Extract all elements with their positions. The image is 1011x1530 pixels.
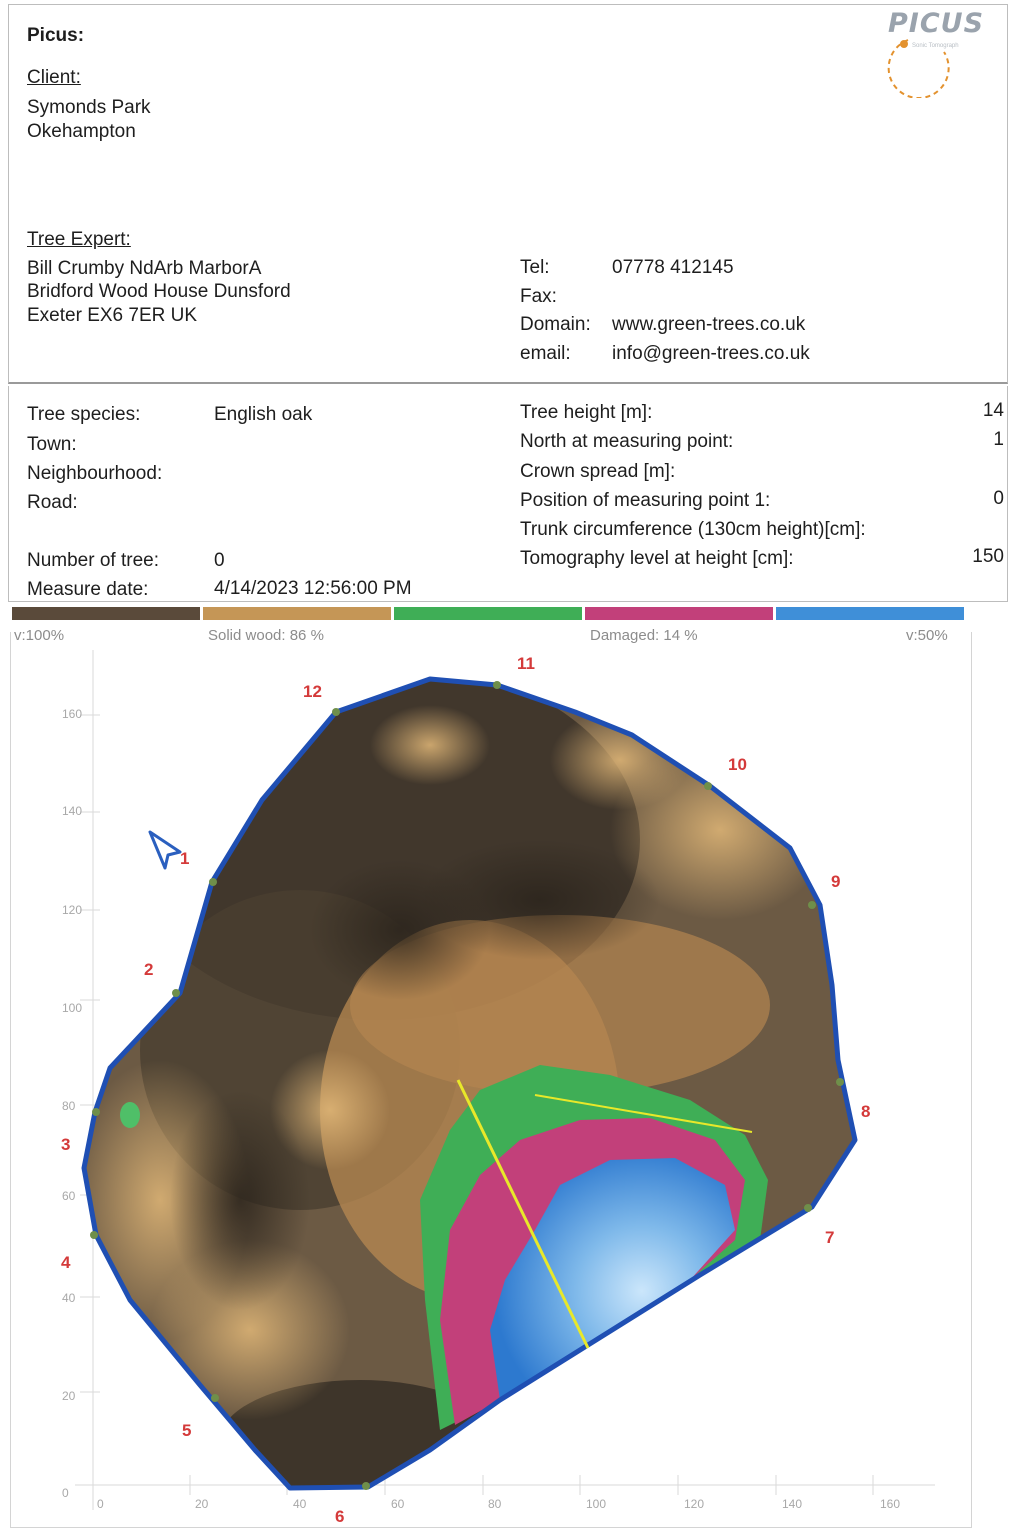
scale-right-label: v:50% [906, 627, 948, 644]
north-value: 1 [993, 429, 1004, 450]
measuring-point-label: 10 [728, 755, 747, 774]
y-tick-label: 40 [62, 1291, 76, 1305]
client-heading: Client: [27, 67, 81, 88]
species-value: English oak [214, 404, 313, 425]
y-tick-label: 120 [62, 903, 82, 917]
tel-value: 07778 412145 [612, 257, 734, 278]
x-tick-label: 120 [684, 1497, 704, 1511]
y-tick-label: 60 [62, 1189, 76, 1203]
x-tick-label: 20 [195, 1497, 209, 1511]
x-tick-label: 80 [488, 1497, 502, 1511]
expert-heading: Tree Expert: [27, 229, 131, 250]
measuring-point-label: 2 [144, 960, 153, 979]
height-value: 14 [982, 400, 1004, 421]
tree-info-box [8, 386, 1008, 602]
scale-left-label: v:100% [14, 627, 65, 644]
position-value: 0 [993, 488, 1004, 509]
position-label: Position of measuring point 1: [520, 490, 771, 511]
x-tick-label: 60 [391, 1497, 405, 1511]
road-label: Road: [27, 492, 78, 513]
y-tick-label: 20 [62, 1389, 76, 1403]
email-value: info@green-trees.co.uk [612, 343, 810, 364]
crown-label: Crown spread [m]: [520, 461, 676, 482]
number-label: Number of tree: [27, 550, 159, 571]
logo-ring-icon [887, 39, 950, 98]
x-tick-label: 100 [586, 1497, 606, 1511]
y-tick-label: 100 [62, 1001, 82, 1015]
y-tick-label: 0 [62, 1486, 69, 1500]
client-line-1: Symonds Park [27, 97, 151, 118]
measuring-point-label: 12 [303, 682, 322, 701]
measuring-point-label: 9 [831, 872, 840, 891]
logo-text: PICUS [888, 8, 985, 39]
header-box [8, 4, 1008, 384]
date-label: Measure date: [27, 579, 149, 600]
north-label: North at measuring point: [520, 431, 734, 452]
north-arrow-icon [148, 830, 182, 870]
number-value: 0 [214, 550, 225, 571]
tomogram: 160 140 120 100 80 60 40 20 0 0 20 40 60 80 100 120 140… [61, 650, 935, 1526]
scale-bar-damaged [585, 607, 773, 620]
scale-bar-green [394, 607, 582, 620]
tel-label: Tel: [520, 257, 550, 278]
x-tick-label: 0 [97, 1497, 104, 1511]
measure-line-2 [534, 1094, 753, 1133]
level-value: 150 [972, 546, 1004, 567]
measuring-point-label: 8 [861, 1102, 870, 1121]
expert-line-2: Bridford Wood House Dunsford [27, 281, 291, 302]
height-label: Tree height [m]: [520, 402, 653, 423]
picus-logo: PICUS Sonic Tomograph [884, 8, 1008, 98]
circumference-label: Trunk circumference (130cm height)[cm]: [520, 519, 866, 540]
measuring-point-label: 1 [180, 849, 189, 868]
neighbourhood-label: Neighbourhood: [27, 463, 163, 484]
solid-wood-label: Solid wood: 86 % [208, 627, 324, 644]
email-label: email: [520, 343, 571, 364]
x-tick-label: 40 [293, 1497, 307, 1511]
scale-bar-cavity [776, 607, 964, 620]
measuring-point-label: 7 [825, 1228, 834, 1247]
client-line-2: Okehampton [27, 121, 136, 142]
fax-label: Fax: [520, 286, 557, 307]
picus-label: Picus: [27, 25, 85, 46]
date-value: 4/14/2023 12:56:00 PM [214, 578, 412, 599]
y-tick-label: 160 [62, 707, 82, 721]
y-tick-label: 140 [62, 804, 82, 818]
scale-bar-dark [12, 607, 200, 620]
measuring-point-label: 6 [335, 1507, 344, 1526]
cavity-zone [490, 1158, 735, 1400]
measuring-point-label: 4 [61, 1253, 71, 1272]
trunk-outline [81, 676, 858, 1491]
measuring-point-label: 5 [182, 1421, 191, 1440]
scale-bar-solid [203, 607, 391, 620]
town-label: Town: [27, 434, 77, 455]
domain-label: Domain: [520, 314, 591, 335]
logo-subtitle: Sonic Tomograph [912, 43, 959, 49]
expert-line-3: Exeter EX6 7ER UK [27, 305, 198, 326]
tomogram-frame [10, 632, 972, 1528]
measure-line-1 [456, 1079, 590, 1349]
x-tick-label: 160 [880, 1497, 900, 1511]
expert-line-1: Bill Crumby NdArb MarborA [27, 258, 262, 279]
x-tick-label: 140 [782, 1497, 802, 1511]
measuring-point-label: 3 [61, 1135, 70, 1154]
damaged-label: Damaged: 14 % [590, 627, 698, 644]
level-label: Tomography level at height [cm]: [520, 548, 794, 569]
measuring-point-label: 11 [517, 654, 535, 673]
y-tick-label: 80 [62, 1099, 76, 1113]
domain-value: www.green-trees.co.uk [612, 314, 806, 335]
grid-lines [75, 650, 935, 1510]
sensor-dots [90, 681, 844, 1490]
species-label: Tree species: [27, 404, 141, 425]
